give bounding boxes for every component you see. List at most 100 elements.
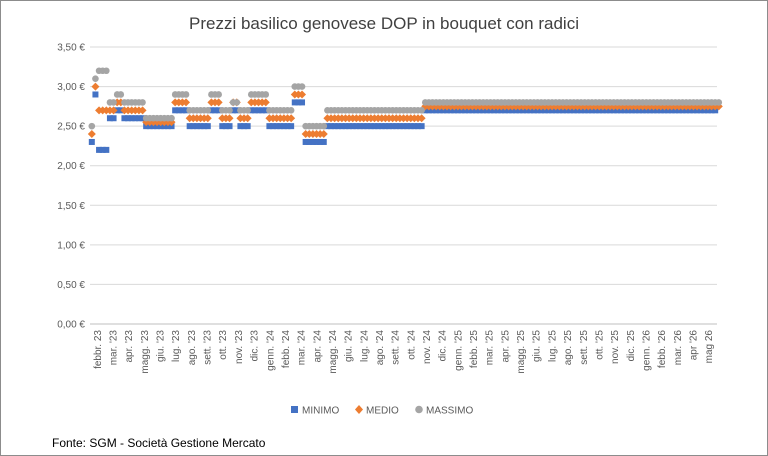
data-point-minimo xyxy=(299,99,306,106)
data-point-minimo xyxy=(128,115,135,122)
x-tick-label: genn. '26 xyxy=(641,330,652,371)
data-point-minimo xyxy=(328,123,335,130)
data-point-minimo xyxy=(197,123,204,130)
data-point-medio xyxy=(417,114,426,123)
data-point-minimo xyxy=(302,138,309,145)
data-point-massimo xyxy=(715,99,723,106)
x-tick-label: lug. '25 xyxy=(547,330,558,362)
data-point-minimo xyxy=(208,107,215,114)
data-point-massimo xyxy=(226,107,233,114)
data-point-minimo xyxy=(106,115,113,122)
y-tick-label: 3,50 € xyxy=(57,43,85,54)
x-tick-label: febb. '26 xyxy=(657,330,668,368)
data-point-massimo xyxy=(418,107,425,114)
data-point-massimo xyxy=(168,114,175,122)
x-tick-label: febb. '25 xyxy=(469,330,480,368)
x-tick-label: apr. '25 xyxy=(500,330,511,363)
x-tick-label: ago. '23 xyxy=(187,330,198,366)
legend-label-massimo: MASSIMO xyxy=(426,406,473,417)
data-point-medio xyxy=(109,106,118,115)
data-point-massimo xyxy=(139,99,146,106)
x-tick-label: apr. '24 xyxy=(312,330,323,363)
data-point-minimo xyxy=(404,123,411,130)
y-tick-label: 0,50 € xyxy=(57,280,85,291)
x-tick-label: apr. '23 xyxy=(124,330,135,363)
x-tick-label: mar. '23 xyxy=(109,330,120,366)
x-tick-label: ott. '23 xyxy=(218,330,229,360)
source-note: Fonte: SGM - Società Gestione Mercato xyxy=(52,436,266,450)
legend-label-minimo: MINIMO xyxy=(302,406,339,417)
x-tick-label: magg. '23 xyxy=(140,330,151,374)
data-point-minimo xyxy=(96,146,103,153)
data-point-minimo xyxy=(233,107,240,114)
data-point-minimo xyxy=(179,107,186,114)
data-point-minimo xyxy=(215,107,222,114)
data-point-minimo xyxy=(193,123,200,130)
grid-lines xyxy=(90,46,717,325)
y-tick-label: 2,00 € xyxy=(57,161,85,172)
data-point-minimo xyxy=(244,123,251,130)
data-point-minimo xyxy=(230,107,237,114)
x-tick-label: febbr. 23 xyxy=(93,330,104,369)
data-point-minimo xyxy=(262,107,269,114)
data-point-minimo xyxy=(338,123,345,130)
data-point-minimo xyxy=(259,107,266,114)
data-point-medio xyxy=(182,98,191,107)
x-tick-label: mag 26 xyxy=(704,330,715,364)
data-point-minimo xyxy=(386,123,393,130)
x-tick-label: apr '26 xyxy=(688,330,699,361)
x-tick-label: ago. '24 xyxy=(375,330,386,366)
x-tick-label: dic. '23 xyxy=(250,330,261,362)
data-point-minimo xyxy=(190,123,197,130)
data-point-minimo xyxy=(241,123,248,130)
data-point-minimo xyxy=(371,123,378,130)
data-point-massimo xyxy=(262,91,270,98)
data-point-minimo xyxy=(219,123,226,130)
data-point-minimo xyxy=(277,123,284,130)
data-point-minimo xyxy=(132,115,139,122)
data-point-minimo xyxy=(360,123,367,130)
data-point-minimo xyxy=(375,123,382,130)
data-point-minimo xyxy=(237,123,244,130)
y-tick-label: 0,00 € xyxy=(57,320,85,331)
data-point-minimo xyxy=(353,123,360,130)
data-point-medio xyxy=(203,114,212,123)
legend: MINIMO MEDIO MASSIMO xyxy=(291,405,473,417)
data-point-minimo xyxy=(414,123,421,130)
data-point-minimo xyxy=(295,99,302,106)
data-point-minimo xyxy=(175,107,182,114)
data-point-massimo xyxy=(204,107,212,114)
x-tick-label: giu. '24 xyxy=(344,330,355,362)
data-point-minimo xyxy=(306,138,313,145)
data-point-minimo xyxy=(389,123,396,130)
y-tick-label: 3,00 € xyxy=(57,82,85,93)
data-point-minimo xyxy=(284,123,291,130)
data-point-minimo xyxy=(183,107,190,114)
data-point-minimo xyxy=(317,138,324,145)
data-point-minimo xyxy=(411,123,418,130)
x-tick-label: ott. '25 xyxy=(594,330,605,360)
data-point-minimo xyxy=(139,115,146,122)
data-point-minimo xyxy=(313,138,320,145)
data-point-massimo xyxy=(110,99,117,106)
chart-title: Prezzi basilico genovese DOP in bouquet … xyxy=(189,14,579,33)
x-tick-label: ago. '25 xyxy=(563,330,574,366)
data-point-minimo xyxy=(280,123,287,130)
data-point-massimo xyxy=(215,91,222,98)
data-point-minimo xyxy=(255,107,262,114)
data-point-minimo xyxy=(186,123,193,130)
data-point-minimo xyxy=(418,123,425,130)
data-point-minimo xyxy=(270,123,277,130)
data-point-minimo xyxy=(92,91,99,98)
x-tick-label: magg. '25 xyxy=(516,330,527,374)
data-point-minimo xyxy=(396,123,403,130)
data-point-massimo xyxy=(287,107,295,114)
x-tick-label: mar. '25 xyxy=(485,330,496,366)
x-tick-label: lug. '24 xyxy=(359,330,370,362)
data-point-minimo xyxy=(222,123,229,130)
data-point-massimo xyxy=(320,122,328,130)
data-point-massimo xyxy=(117,91,125,98)
x-tick-label: ott. '24 xyxy=(406,330,417,360)
data-point-minimo xyxy=(357,123,364,130)
